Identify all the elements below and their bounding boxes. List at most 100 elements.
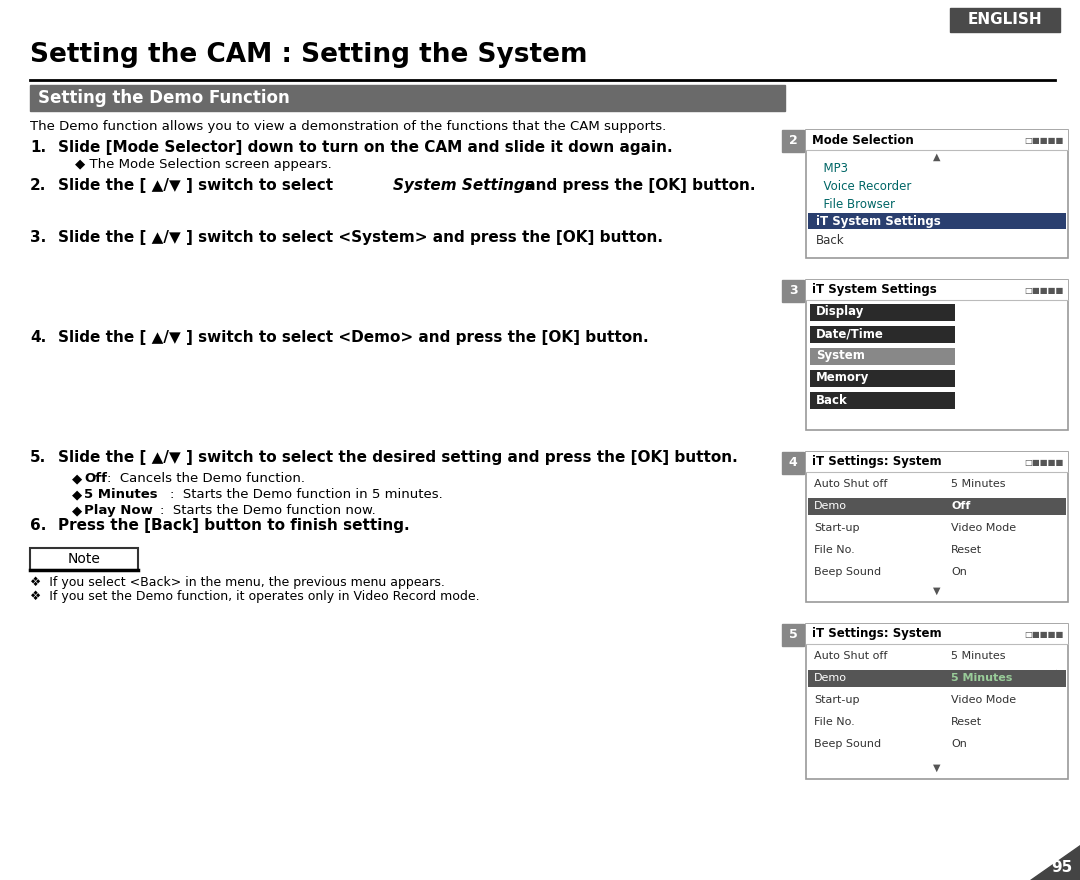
Text: Demo: Demo <box>814 501 847 511</box>
Text: Auto Shut off: Auto Shut off <box>814 651 888 661</box>
Text: Setting the Demo Function: Setting the Demo Function <box>38 89 289 107</box>
Text: On: On <box>951 567 967 577</box>
Text: Beep Sound: Beep Sound <box>814 739 881 749</box>
Text: Auto Shut off: Auto Shut off <box>814 479 888 489</box>
Text: iT Settings: System: iT Settings: System <box>812 456 942 468</box>
FancyBboxPatch shape <box>782 624 804 646</box>
Text: Demo: Demo <box>814 673 847 683</box>
Text: iT System Settings: iT System Settings <box>812 283 936 297</box>
Text: ❖  If you select <Back> in the menu, the previous menu appears.: ❖ If you select <Back> in the menu, the … <box>30 576 445 589</box>
FancyBboxPatch shape <box>810 304 955 321</box>
Text: File No.: File No. <box>814 717 854 727</box>
FancyBboxPatch shape <box>806 280 1068 430</box>
Text: 5 Minutes: 5 Minutes <box>84 488 158 501</box>
FancyBboxPatch shape <box>806 130 1068 258</box>
Text: Video Mode: Video Mode <box>951 523 1016 533</box>
Text: Off: Off <box>84 472 107 485</box>
FancyBboxPatch shape <box>806 452 1068 472</box>
Text: □■■■■: □■■■■ <box>1025 629 1064 639</box>
Text: and press the [OK] button.: and press the [OK] button. <box>519 178 756 193</box>
FancyBboxPatch shape <box>810 392 955 409</box>
FancyBboxPatch shape <box>808 670 1066 687</box>
FancyBboxPatch shape <box>806 130 1068 150</box>
Text: The Demo function allows you to view a demonstration of the functions that the C: The Demo function allows you to view a d… <box>30 120 666 133</box>
Text: 6.: 6. <box>30 518 46 533</box>
Text: Slide the [ ▲/▼ ] switch to select <System> and press the [OK] button.: Slide the [ ▲/▼ ] switch to select <Syst… <box>58 230 663 245</box>
Polygon shape <box>1030 845 1080 880</box>
Text: iT System Settings: iT System Settings <box>816 216 941 229</box>
Text: Beep Sound: Beep Sound <box>814 567 881 577</box>
Text: 4: 4 <box>788 457 797 470</box>
Text: Date/Time: Date/Time <box>816 327 883 341</box>
FancyBboxPatch shape <box>782 452 804 474</box>
Text: Mode Selection: Mode Selection <box>812 134 914 146</box>
Text: :  Starts the Demo function in 5 minutes.: : Starts the Demo function in 5 minutes. <box>170 488 443 501</box>
Text: Memory: Memory <box>816 371 869 385</box>
Text: File Browser: File Browser <box>816 197 895 210</box>
Text: 5: 5 <box>788 628 797 642</box>
Text: Back: Back <box>816 233 845 246</box>
Text: ▼: ▼ <box>933 586 941 596</box>
Text: :  Starts the Demo function now.: : Starts the Demo function now. <box>160 504 376 517</box>
Text: Slide [Mode Selector] down to turn on the CAM and slide it down again.: Slide [Mode Selector] down to turn on th… <box>58 140 673 155</box>
Text: ▼: ▼ <box>933 763 941 773</box>
Text: □■■■■: □■■■■ <box>1025 285 1064 295</box>
FancyBboxPatch shape <box>950 8 1059 32</box>
Text: Off: Off <box>951 501 970 511</box>
Text: iT Settings: System: iT Settings: System <box>812 627 942 641</box>
FancyBboxPatch shape <box>806 624 1068 779</box>
Text: MP3: MP3 <box>816 162 848 174</box>
Text: Back: Back <box>816 393 848 407</box>
Text: Reset: Reset <box>951 545 982 555</box>
Text: Play Now: Play Now <box>84 504 153 517</box>
FancyBboxPatch shape <box>808 213 1066 229</box>
Text: □■■■■: □■■■■ <box>1025 136 1064 144</box>
Text: 2.: 2. <box>30 178 46 193</box>
Text: 5 Minutes: 5 Minutes <box>951 479 1005 489</box>
Text: Start-up: Start-up <box>814 695 860 705</box>
Text: System: System <box>816 349 865 363</box>
Text: ▲: ▲ <box>933 152 941 162</box>
Text: 2: 2 <box>788 135 797 148</box>
Text: Start-up: Start-up <box>814 523 860 533</box>
Text: ENGLISH: ENGLISH <box>968 12 1042 27</box>
Text: Press the [Back] button to finish setting.: Press the [Back] button to finish settin… <box>58 518 409 533</box>
Text: 4.: 4. <box>30 330 46 345</box>
Text: Display: Display <box>816 305 864 319</box>
Text: On: On <box>951 739 967 749</box>
Text: Reset: Reset <box>951 717 982 727</box>
Text: ◆: ◆ <box>72 504 86 517</box>
Text: File No.: File No. <box>814 545 854 555</box>
Text: System Settings: System Settings <box>393 178 534 193</box>
Text: 3: 3 <box>968 340 1038 447</box>
Text: Setting the CAM : Setting the System: Setting the CAM : Setting the System <box>30 42 588 68</box>
FancyBboxPatch shape <box>808 498 1066 515</box>
Text: ◆ The Mode Selection screen appears.: ◆ The Mode Selection screen appears. <box>75 158 332 171</box>
FancyBboxPatch shape <box>810 370 955 387</box>
Text: ◆: ◆ <box>72 488 86 501</box>
Text: 1.: 1. <box>30 140 46 155</box>
Text: 3: 3 <box>788 284 797 297</box>
FancyBboxPatch shape <box>30 85 785 111</box>
FancyBboxPatch shape <box>806 280 1068 300</box>
FancyBboxPatch shape <box>30 548 138 570</box>
Text: □■■■■: □■■■■ <box>1025 458 1064 466</box>
Text: ❖  If you set the Demo function, it operates only in Video Record mode.: ❖ If you set the Demo function, it opera… <box>30 590 480 603</box>
Text: Slide the [ ▲/▼ ] switch to select <Demo> and press the [OK] button.: Slide the [ ▲/▼ ] switch to select <Demo… <box>58 330 649 345</box>
Text: Slide the [ ▲/▼ ] switch to select: Slide the [ ▲/▼ ] switch to select <box>58 178 338 193</box>
Text: 5 Minutes: 5 Minutes <box>951 673 1012 683</box>
Text: Voice Recorder: Voice Recorder <box>816 180 912 193</box>
FancyBboxPatch shape <box>782 280 804 302</box>
Text: ◆: ◆ <box>72 472 86 485</box>
Text: 5 Minutes: 5 Minutes <box>951 651 1005 661</box>
FancyBboxPatch shape <box>782 130 804 152</box>
Text: 3.: 3. <box>30 230 46 245</box>
FancyBboxPatch shape <box>806 452 1068 602</box>
Text: ▲: ▲ <box>1053 668 1059 678</box>
FancyBboxPatch shape <box>810 326 955 343</box>
Text: Video Mode: Video Mode <box>951 695 1016 705</box>
Text: 95: 95 <box>1051 861 1072 876</box>
FancyBboxPatch shape <box>810 348 955 365</box>
Text: Note: Note <box>68 552 100 566</box>
Text: :  Cancels the Demo function.: : Cancels the Demo function. <box>107 472 305 485</box>
